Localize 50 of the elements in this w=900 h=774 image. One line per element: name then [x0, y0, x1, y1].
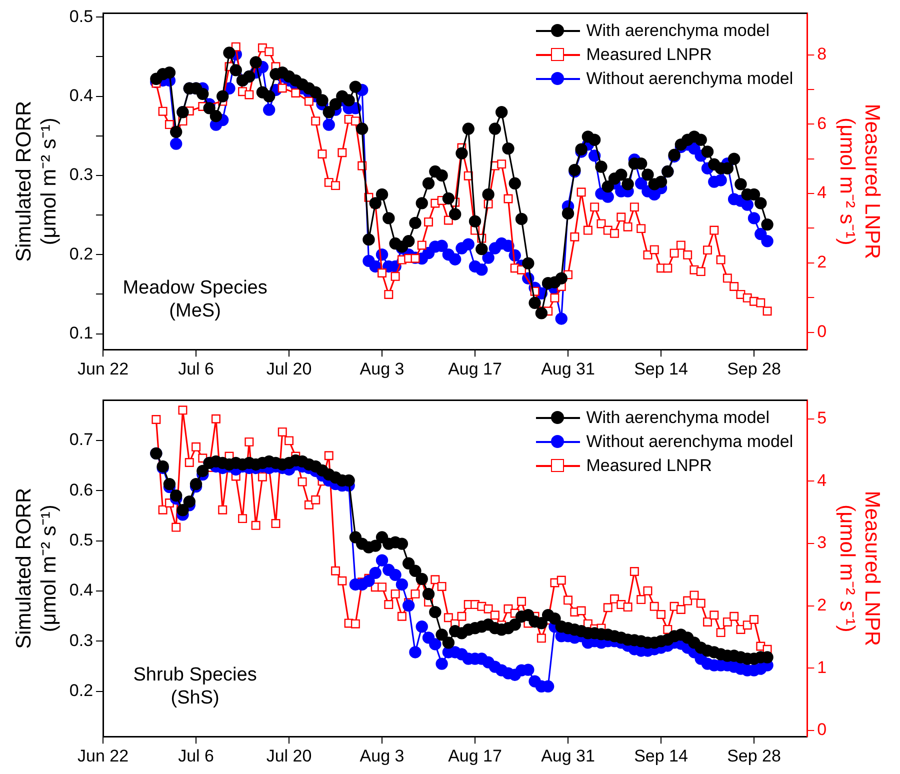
x-tick-label: Sep 14 [634, 746, 688, 766]
y2-tick-label: 2 [817, 595, 827, 614]
x-tick-label: Jul 20 [266, 359, 312, 378]
x-tick-label: Jun 22 [78, 746, 129, 766]
y-axis-title: Simulated RORR (μmol m⁻² s⁻¹) [12, 488, 61, 649]
legend-label: Measured LNPR [586, 455, 712, 478]
y2-tick-label: 0 [817, 720, 827, 740]
x-tick-label: Sep 28 [727, 746, 781, 766]
y2-tick-label: 4 [817, 470, 827, 490]
x-tick-label: Aug 3 [360, 746, 404, 766]
x-tick-label: Jul 20 [266, 746, 312, 766]
x-tick-label: Aug 3 [360, 359, 404, 378]
annotation: Meadow Species (MeS) [122, 277, 268, 322]
y-tick-label: 0.3 [69, 630, 94, 650]
legend-label: With aerenchyma model [586, 20, 770, 42]
y-tick-label: 0.4 [69, 580, 94, 600]
y-tick-label: 0.5 [69, 530, 94, 550]
y-tick-label: 0.2 [69, 681, 94, 700]
x-tick-label: Sep 14 [634, 359, 688, 378]
x-tick-label: Aug 17 [448, 359, 502, 378]
x-tick-label: Jul 6 [178, 359, 214, 378]
y-tick-label: 0.1 [69, 323, 94, 342]
annotation: Shrub Species (ShS) [133, 664, 257, 708]
legend-label: With aerenchyma model [586, 407, 770, 430]
y-tick-label: 0.5 [69, 6, 94, 26]
y2-tick-label: 1 [817, 658, 827, 677]
x-tick-label: Jul 6 [178, 746, 214, 766]
y-axis-title: Simulated RORR (μmol m⁻² s⁻¹) [12, 100, 61, 262]
y2-axis-title: Measured LNPR (μmol m⁻² s⁻¹) [835, 104, 884, 260]
y-tick-label: 0.3 [69, 165, 94, 184]
y2-tick-label: 8 [817, 44, 827, 64]
legend-label: Measured LNPR [586, 44, 712, 66]
y2-tick-label: 2 [817, 252, 827, 272]
x-tick-label: Jun 22 [78, 359, 129, 378]
y-tick-label: 0.2 [69, 244, 94, 264]
y2-tick-label: 6 [817, 114, 827, 133]
x-tick-label: Aug 17 [448, 746, 502, 766]
y2-axis-title: Measured LNPR (μmol m⁻² s⁻¹) [835, 490, 884, 646]
x-tick-label: Aug 31 [541, 746, 595, 766]
y-tick-label: 0.6 [69, 480, 94, 500]
y-tick-label: 0.4 [69, 86, 94, 105]
y2-tick-label: 5 [817, 408, 827, 428]
y2-tick-label: 4 [817, 183, 827, 202]
legend-label: Without aerenchyma model [586, 431, 794, 454]
y2-tick-label: 0 [817, 322, 827, 341]
y-tick-label: 0.7 [69, 430, 94, 450]
y2-tick-label: 3 [817, 533, 827, 552]
x-tick-label: Sep 28 [727, 359, 781, 378]
x-tick-label: Aug 31 [541, 359, 595, 378]
legend-label: Without aerenchyma model [586, 68, 794, 90]
